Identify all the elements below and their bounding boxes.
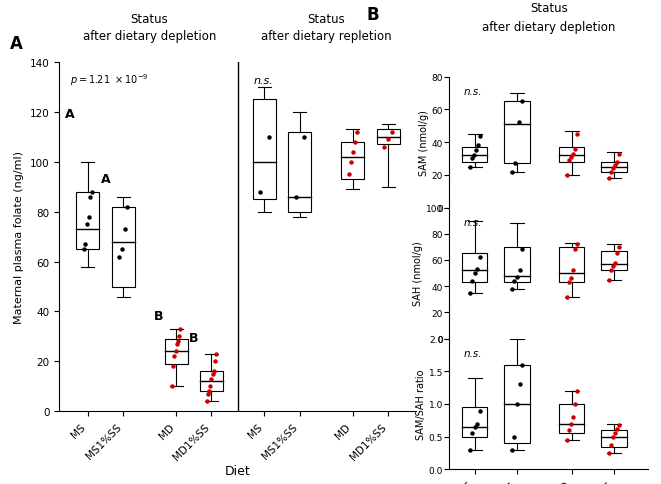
Text: B: B bbox=[189, 332, 198, 345]
Text: after dietary depletion: after dietary depletion bbox=[83, 30, 216, 43]
Text: n.s.: n.s. bbox=[463, 217, 482, 227]
Text: B: B bbox=[154, 309, 163, 322]
Text: n.s.: n.s. bbox=[254, 76, 274, 85]
Y-axis label: SAH (nmol/g): SAH (nmol/g) bbox=[413, 241, 423, 306]
Bar bbox=[253, 100, 276, 200]
Bar bbox=[112, 207, 135, 287]
X-axis label: Diet: Diet bbox=[225, 464, 251, 477]
Y-axis label: Maternal plasma folate (ng/ml): Maternal plasma folate (ng/ml) bbox=[15, 151, 24, 323]
Bar bbox=[165, 339, 188, 364]
Bar bbox=[504, 102, 529, 164]
Text: A: A bbox=[65, 108, 75, 121]
Bar bbox=[462, 254, 487, 283]
Text: after dietary repletion: after dietary repletion bbox=[261, 30, 391, 43]
Text: B: B bbox=[366, 6, 379, 24]
Bar bbox=[462, 408, 487, 437]
Bar bbox=[341, 143, 364, 180]
Bar bbox=[288, 133, 311, 212]
Bar bbox=[377, 130, 400, 145]
Bar bbox=[462, 148, 487, 163]
Text: $p = 1.21\ \times\mathit{10}^{-9}$: $p = 1.21\ \times\mathit{10}^{-9}$ bbox=[70, 73, 149, 88]
Bar bbox=[504, 365, 529, 443]
Bar bbox=[559, 404, 584, 434]
Bar bbox=[602, 430, 627, 447]
Text: n.s.: n.s. bbox=[463, 348, 482, 358]
Bar bbox=[602, 163, 627, 172]
Bar bbox=[504, 247, 529, 283]
Text: after dietary depletion: after dietary depletion bbox=[482, 21, 615, 34]
Text: n.s.: n.s. bbox=[463, 87, 482, 97]
Text: A: A bbox=[9, 35, 22, 53]
Y-axis label: SAM (nmol/g): SAM (nmol/g) bbox=[419, 110, 429, 176]
Bar bbox=[559, 148, 584, 163]
Text: Status: Status bbox=[131, 13, 169, 26]
Bar bbox=[76, 192, 99, 250]
Text: Status: Status bbox=[529, 2, 568, 15]
Bar bbox=[602, 251, 627, 271]
Bar bbox=[200, 372, 223, 392]
Y-axis label: SAM/SAH ratio: SAM/SAH ratio bbox=[416, 369, 426, 439]
Bar bbox=[559, 247, 584, 283]
Text: Status: Status bbox=[307, 13, 345, 26]
Text: A: A bbox=[100, 172, 110, 185]
